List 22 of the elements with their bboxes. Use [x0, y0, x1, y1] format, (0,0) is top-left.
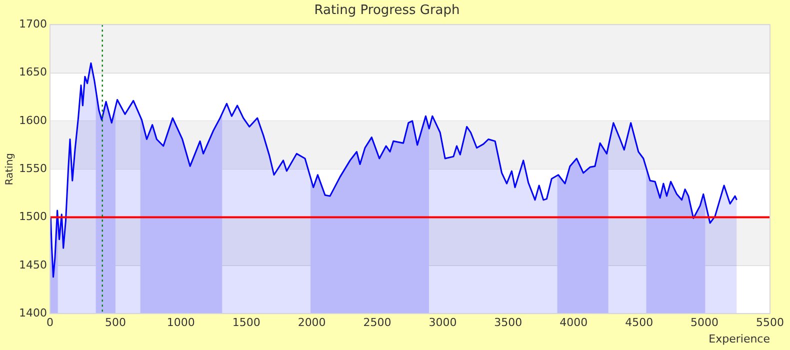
x-tick-label: 0: [46, 316, 54, 330]
x-tick-label: 3500: [494, 316, 522, 330]
x-tick-label: 1000: [166, 316, 195, 330]
x-tick-label: 1500: [232, 316, 260, 330]
y-tick-label: 1550: [18, 162, 47, 175]
x-tick-label: 5000: [690, 316, 719, 330]
y-axis-title: Rating: [4, 152, 16, 186]
x-tick-label: 5500: [756, 316, 784, 330]
x-axis-title: Experience: [708, 332, 770, 346]
x-tick-label: 4000: [560, 316, 588, 330]
y-tick-label: 1650: [18, 66, 47, 79]
y-tick-label: 1600: [18, 114, 47, 127]
x-tick-label: 2000: [298, 316, 326, 330]
x-tick-label: 4500: [625, 316, 654, 330]
y-tick-label: 1450: [18, 258, 47, 272]
y-tick-label: 1700: [18, 17, 47, 30]
x-tick-label: 2500: [363, 316, 392, 330]
chart-title: Rating Progress Graph: [314, 3, 460, 18]
y-tick-label: 1500: [18, 210, 47, 224]
y-tick-label: 1400: [18, 306, 47, 320]
x-tick-label: 500: [104, 316, 126, 330]
x-tick-label: 3000: [428, 316, 457, 330]
